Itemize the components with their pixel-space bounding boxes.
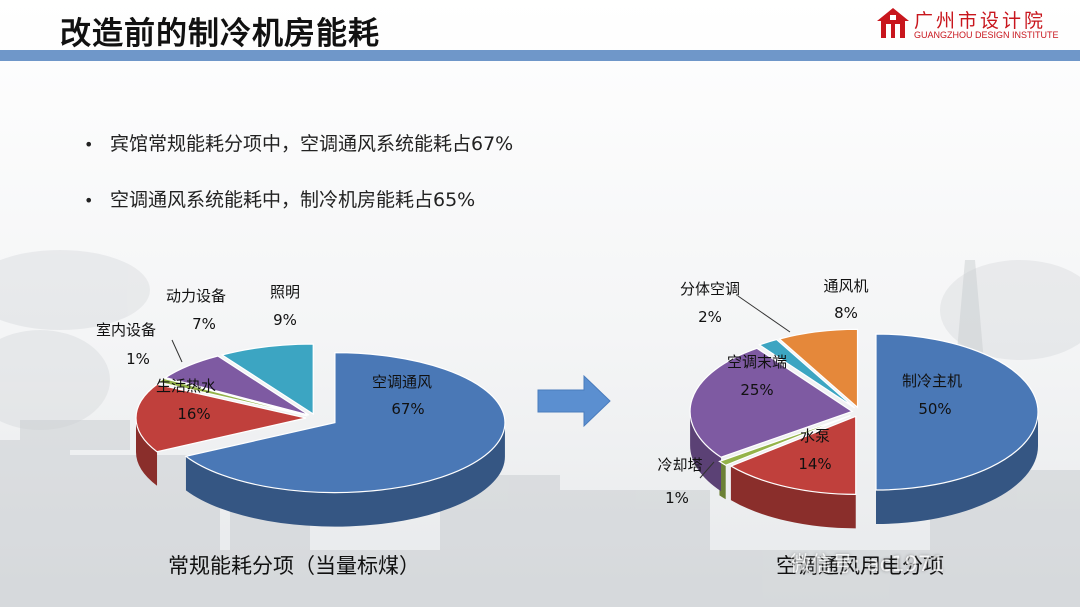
slice-value-label: 16% — [177, 405, 210, 423]
slice-label: 空调末端 — [727, 353, 787, 371]
bullet-text: 宾馆常规能耗分项中，空调通风系统能耗占67% — [110, 133, 514, 155]
bullet-item: • 空调通风系统能耗中，制冷机房能耗占65% — [84, 184, 513, 240]
bullet-text: 空调通风系统能耗中，制冷机房能耗占65% — [110, 189, 476, 211]
slice-value-label: 67% — [391, 400, 424, 418]
right-arrow-icon — [537, 374, 611, 428]
slice-label: 水泵 — [800, 427, 830, 445]
pie-slice-照明 — [220, 343, 314, 416]
pie-slice-side — [876, 412, 1038, 524]
slice-label: 照明 — [270, 283, 300, 301]
pie-slice-空调通风 — [184, 352, 506, 494]
pie-slice-制冷主机 — [875, 333, 1039, 491]
slice-value-label: 14% — [798, 455, 831, 473]
pie-slice-冷却塔 — [718, 414, 851, 466]
pie-slice-生活热水 — [135, 383, 307, 453]
slice-label: 分体空调 — [680, 280, 740, 298]
leader-line — [737, 295, 791, 333]
slice-label: 通风机 — [823, 277, 868, 295]
slice-value-label: 8% — [834, 304, 858, 322]
slice-value-label: 50% — [918, 400, 951, 418]
pie-slice-分体空调 — [758, 338, 856, 409]
slice-label: 生活热水 — [156, 377, 216, 395]
watermark: 微信号: ac1971 — [790, 552, 945, 576]
header-bar — [0, 50, 1080, 61]
logo-subtitle: GUANGZHOU DESIGN INSTITUTE — [914, 30, 1059, 40]
slice-label: 室内设备 — [96, 321, 156, 339]
logo-name: 广州市设计院 — [914, 10, 1047, 32]
slice-label: 冷却塔 — [657, 456, 702, 474]
pie-chart-2: 制冷主机 50% 水泵 14% 冷却塔 1% 空调末端 25% 分体空调 2% 通风机 8% — [657, 277, 1039, 529]
slice-value-label: 1% — [665, 489, 689, 507]
slice-value-label: 7% — [192, 315, 216, 333]
bullet-list: • 宾馆常规能耗分项中，空调通风系统能耗占67% • 空调通风系统能耗中，制冷机房能… — [84, 128, 513, 240]
leader-line — [171, 339, 183, 363]
slice-label: 制冷主机 — [902, 372, 962, 390]
pie-slice-side — [730, 466, 856, 529]
pie-slice-side — [136, 418, 158, 486]
bullet-symbol: • — [84, 135, 94, 154]
logo-house-icon — [877, 8, 909, 38]
chart-caption-left: 常规能耗分项（当量标煤） — [168, 554, 420, 578]
pie-slice-通风机 — [778, 328, 859, 409]
chart-caption-right: 空调通风用电分项 — [776, 554, 944, 578]
pie-slice-side — [185, 422, 505, 527]
bullet-symbol: • — [84, 191, 94, 210]
pie-slice-室内设备 — [157, 377, 308, 417]
leader-line — [699, 461, 715, 479]
slice-value-label: 1% — [126, 350, 150, 368]
page-title: 改造前的制冷机房能耗 — [60, 16, 380, 52]
pie-chart-1: 空调通风 67% 生活热水 16% 室内设备 1% 动力设备 7% 照明 9% — [96, 283, 506, 527]
slice-label: 空调通风 — [372, 373, 432, 391]
bullet-item: • 宾馆常规能耗分项中，空调通风系统能耗占67% — [84, 128, 513, 184]
pie-slice-空调末端 — [689, 347, 854, 458]
slice-value-label: 9% — [273, 311, 297, 329]
slice-value-label: 2% — [698, 308, 722, 326]
pie-slice-动力设备 — [163, 355, 310, 416]
slice-label: 动力设备 — [166, 287, 226, 305]
slice-value-label: 25% — [740, 381, 773, 399]
pie-slice-side — [690, 411, 722, 492]
pie-slice-水泵 — [729, 415, 857, 495]
logo: 广州市设计院 GUANGZHOU DESIGN INSTITUTE — [876, 4, 1076, 44]
